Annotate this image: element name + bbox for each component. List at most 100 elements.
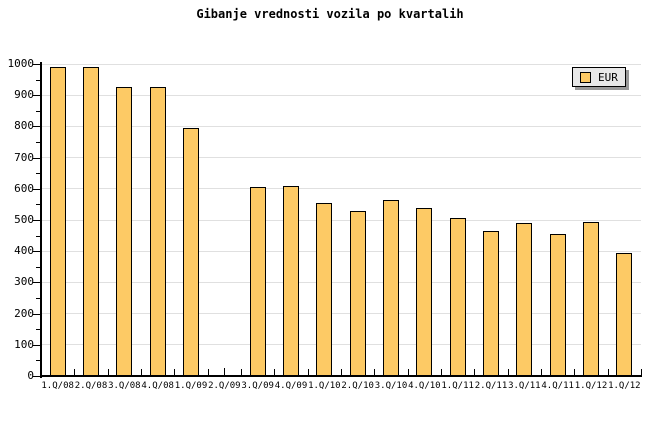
y-tick-label-0: 0 [27,369,34,382]
x-axis [40,375,642,377]
y-minor-tick-150 [36,329,40,331]
gridline-100 [41,344,641,346]
y-major-tick-100 [33,344,40,346]
x-boundary-tick-1 [74,369,76,376]
x-tick-label-12: 1.Q/11 [441,381,474,391]
chart-title: Gibanje vrednosti vozila po kvartalih [196,7,464,21]
y-tick-label-700: 700 [14,150,34,164]
y-major-tick-800 [33,126,40,128]
x-tick-label-1: 2.Q/08 [74,381,108,391]
x-boundary-tick-13 [474,369,476,376]
y-minor-tick-350 [36,266,40,268]
y-minor-tick-450 [36,235,40,237]
gridline-300 [41,281,641,283]
x-boundary-tick-5 [207,369,209,376]
bar-4-q-08-3 [149,87,166,376]
x-boundary-tick-10 [374,369,376,376]
x-tick-label-10: 3.Q/10 [374,381,408,391]
y-major-tick-700 [33,157,40,159]
gridline-400 [41,250,641,252]
x-boundary-tick-3 [141,369,142,376]
y-major-tick-500 [33,220,40,221]
x-tick-label-9: 2.Q/10 [341,381,374,391]
x-tick-label-2: 3.Q/08 [108,381,141,391]
x-tick-label-4: 1.Q/09 [174,381,208,391]
legend: EUR [572,67,626,87]
x-center-tick-5 [224,368,226,376]
x-tick-label-11: 4.Q/10 [408,381,441,391]
y-minor-tick-950 [36,79,40,81]
y-major-tick-300 [33,282,40,284]
x-tick-label-16: 1.Q/12 [574,381,608,391]
x-boundary-tick-9 [341,369,342,376]
bar-3-q-10-10 [383,199,399,376]
bar-3-q-09-6 [249,187,266,376]
gridline-900 [41,94,641,96]
gridline-1000 [41,63,641,65]
bar-1-q-08-0 [49,67,66,376]
bar-4-q-09-7 [283,185,299,376]
bar-1-q-12-17 [616,252,633,376]
legend-series-label: EUR [598,70,618,84]
x-tick-label-6: 3.Q/09 [241,381,274,391]
y-tick-label-200: 200 [14,306,34,320]
y-major-tick-1000 [33,64,40,65]
bar-1-q-09-4 [183,127,199,376]
y-minor-tick-50 [36,360,40,362]
x-boundary-tick-18 [641,369,642,376]
y-tick-label-1000: 1000 [7,57,35,70]
y-minor-tick-750 [36,142,40,143]
x-boundary-tick-4 [174,369,176,376]
legend-color-swatch [580,71,591,83]
x-boundary-tick-6 [241,369,242,376]
x-tick-label-7: 4.Q/09 [274,381,308,391]
y-tick-label-600: 600 [14,181,34,195]
y-minor-tick-850 [36,110,40,112]
x-boundary-tick-11 [407,369,409,376]
x-tick-label-5: 2.Q/09 [208,381,241,391]
bar-3-q-11-14 [516,223,533,376]
y-major-tick-900 [33,95,40,97]
gridline-200 [41,313,641,315]
x-boundary-tick-14 [507,369,509,376]
gridline-500 [41,219,641,221]
bar-2-q-10-9 [349,210,366,376]
y-tick-label-100: 100 [14,337,34,351]
x-boundary-tick-17 [607,369,609,376]
x-tick-label-13: 2.Q/11 [474,381,508,391]
bar-3-q-08-2 [116,87,133,376]
x-tick-label-14: 3.Q/11 [508,381,541,391]
y-tick-label-800: 800 [14,119,34,133]
y-minor-tick-250 [36,298,40,299]
y-minor-tick-650 [36,173,40,175]
bar-2-q-11-13 [483,230,499,376]
y-major-tick-600 [33,188,40,190]
y-axis [40,62,42,378]
x-tick-label-17: 1.Q/12 [608,381,641,391]
x-tick-label-0: 1.Q/08 [41,381,74,391]
x-boundary-tick-8 [307,369,309,376]
y-major-tick-400 [33,251,40,253]
y-tick-label-500: 500 [14,213,34,226]
gridline-800 [41,125,641,127]
x-tick-label-3: 4.Q/08 [141,381,174,391]
y-major-tick-0 [33,376,40,377]
bar-4-q-10-11 [416,207,433,376]
y-tick-label-900: 900 [14,88,34,102]
bar-1-q-10-8 [316,202,333,376]
bar-1-q-11-12 [449,218,466,376]
y-tick-label-300: 300 [14,275,34,289]
x-boundary-tick-7 [274,369,276,376]
y-minor-tick-550 [36,204,40,206]
x-tick-label-15: 4.Q/11 [541,381,574,391]
y-tick-label-400: 400 [14,244,34,258]
x-boundary-tick-15 [541,369,542,376]
x-boundary-tick-12 [441,369,442,376]
bar-4-q-11-15 [549,234,566,376]
bar-2-q-08-1 [83,67,99,376]
x-tick-label-8: 1.Q/10 [308,381,341,391]
y-major-tick-200 [33,313,40,315]
gridline-600 [41,188,641,190]
bar-1-q-12-16 [583,221,599,376]
